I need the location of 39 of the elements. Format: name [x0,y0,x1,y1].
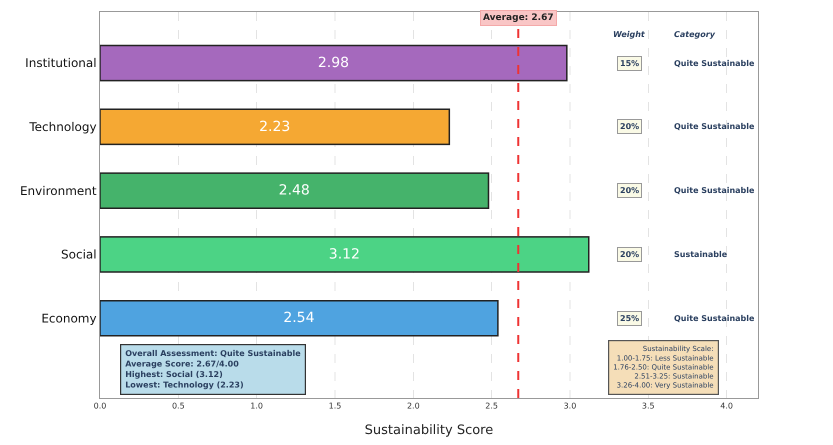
y-tick-label: Environment [20,184,97,198]
x-axis-title: Sustainability Score [364,423,494,438]
x-tick-label: 1.5 [328,402,342,411]
x-tick-label: 4.0 [720,402,733,411]
annotation: Quite Sustainable [674,186,756,195]
x-tick-label: 0.0 [94,402,106,411]
annotation: Quite Sustainable [674,314,756,323]
annotation: Sustainable [674,250,728,259]
bar [100,44,568,82]
y-tick-label: Technology [28,120,97,134]
annotation: 25% [620,314,640,323]
y-tick-label: Economy [41,311,97,326]
data-label: 2.54 [283,310,315,326]
y-tick-label: Institutional [25,56,97,70]
y-tick-label: Social [61,248,97,262]
annotation: Category [674,30,716,39]
annotation: Overall Assessment: Quite Sustainable Average Score: 2.67/4.00 Highest: Social (3.12) Lowest: Technology (2.23) [125,349,302,390]
data-label: 3.12 [328,246,360,262]
annotation: 20% [620,122,640,131]
ref-line-label: Average: 2.67 [483,13,554,23]
x-tick-label: 3.5 [642,402,655,411]
x-tick-label: 1.0 [250,402,264,411]
bar [100,172,490,209]
bar [100,236,590,273]
x-tick-label: 2.0 [406,402,420,411]
annotation: Quite Sustainable [674,122,756,131]
annotation: 15% [620,59,640,68]
annotation: 20% [620,250,640,259]
data-label: 2.48 [278,182,310,199]
bar [100,300,499,337]
data-label: 2.98 [318,55,349,72]
x-tick-label: 3.0 [564,402,576,411]
data-label: 2.23 [259,118,290,135]
annotation: 20% [620,186,640,195]
annotation: Weight [613,30,646,39]
bar [100,108,450,146]
x-tick-label: 0.5 [172,402,185,411]
annotation: Quite Sustainable [674,59,756,68]
x-tick-label: 2.5 [485,402,498,411]
